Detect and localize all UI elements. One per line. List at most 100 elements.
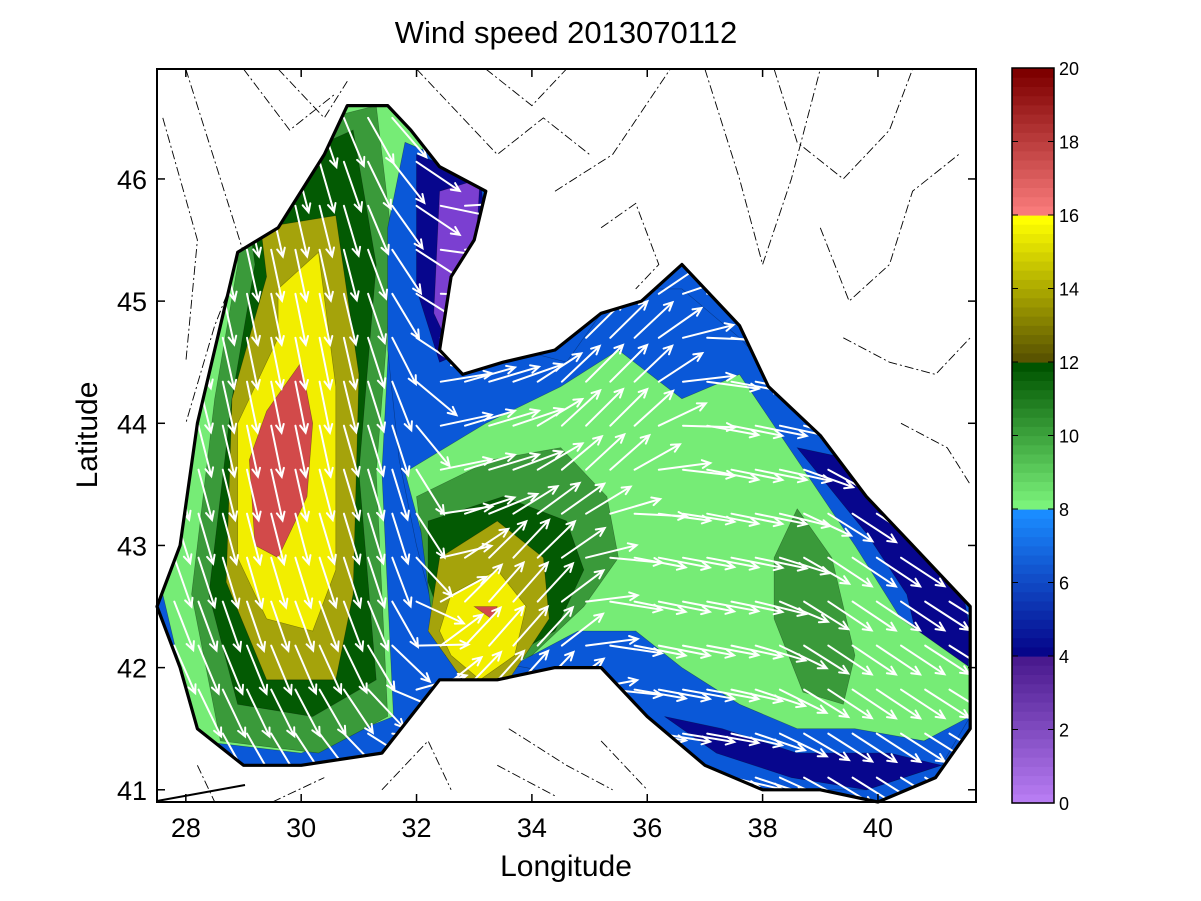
wind-arrow [318, 292, 334, 347]
wind-arrow [657, 459, 713, 471]
wind-arrow [682, 644, 737, 659]
wind-arrow [682, 322, 736, 339]
wind-arrow [318, 248, 334, 303]
y-tick-label: 45 [117, 287, 147, 317]
land-contour-line [162, 117, 198, 363]
wind-arrow [173, 600, 195, 653]
colorbar-step-red [1012, 196, 1054, 207]
wind-arrow [512, 560, 550, 603]
wind-arrow [367, 336, 387, 390]
wind-arrow [560, 482, 607, 515]
wind-arrow [391, 248, 423, 296]
colorbar: 0 2 4 6 8 10 12 14 16 18 20 [1011, 59, 1079, 814]
colorbar-step-purple [1012, 784, 1054, 795]
contour-region-green [773, 508, 856, 705]
contour-region-red [473, 606, 498, 620]
wind-arrow [851, 512, 899, 544]
wind-arrow [657, 600, 713, 616]
colorbar-step-green [1012, 380, 1054, 391]
wind-arrow [415, 424, 451, 468]
colorbar-step-purple [1012, 683, 1054, 694]
wind-arrow [609, 387, 649, 427]
colorbar-step-purple [1012, 692, 1054, 703]
wind-arrow [536, 397, 585, 427]
wind-arrow [875, 688, 923, 720]
colorbar-bands [1012, 68, 1054, 804]
colorbar-step-olive-yellow [1012, 224, 1054, 234]
wind-arrow [197, 424, 215, 479]
colorbar-step-red [1012, 141, 1054, 152]
wind-arrow [415, 160, 462, 193]
wind-arrow [318, 204, 335, 259]
wind-arrow [464, 452, 517, 471]
wind-arrow [900, 688, 947, 720]
wind-arrow [270, 424, 285, 479]
wind-arrow [609, 433, 652, 471]
wind-arrow [246, 468, 262, 523]
wind-arrow [294, 424, 309, 479]
wind-arrow [318, 468, 336, 523]
y-axis: 41 42 43 44 45 46 [117, 165, 976, 806]
colorbar-step-purple [1012, 711, 1054, 721]
wind-arrow [391, 600, 420, 649]
colorbar-step-purple [1012, 729, 1054, 740]
colorbar-step-blue [1012, 509, 1054, 519]
wind-arrow [851, 600, 898, 632]
colorbar-step-blue [1012, 628, 1054, 639]
land-border-line [156, 784, 246, 802]
wind-arrow [682, 600, 737, 615]
wind-arrow [342, 116, 366, 169]
wind-arrow [318, 380, 334, 435]
wind-arrow [439, 575, 489, 603]
land-contour-line [704, 69, 821, 267]
wind-arrow [294, 292, 309, 348]
wind-arrow [464, 495, 517, 515]
wind-arrow [464, 563, 504, 603]
wind-arrow [294, 336, 309, 392]
colorbar-tick-label: 20 [1059, 59, 1079, 79]
colorbar-tick-label: 8 [1059, 500, 1069, 520]
colorbar-tick-label: 10 [1059, 427, 1079, 447]
colorbar-step-blue [1012, 527, 1054, 538]
wind-arrow [318, 600, 340, 653]
wind-arrow [342, 556, 363, 610]
wind-arrow [706, 600, 761, 615]
wind-arrow [173, 644, 197, 696]
x-tick-label: 40 [863, 813, 893, 843]
wind-arrow [536, 481, 582, 515]
wind-arrow [173, 556, 194, 609]
wind-arrow [875, 644, 923, 676]
wind-arrow [270, 380, 285, 435]
wind-arrow [342, 644, 368, 695]
colorbar-step-purple [1012, 766, 1054, 777]
contour-region-yellow [439, 569, 527, 681]
wind-arrow [585, 591, 640, 603]
wind-arrow [754, 468, 809, 484]
wind-arrow [851, 644, 898, 676]
wind-arrow [318, 424, 334, 479]
wind-arrow [827, 600, 874, 632]
wind-arrow [367, 512, 386, 566]
y-tick-label: 41 [117, 776, 147, 806]
wind-arrow [633, 688, 689, 702]
wind-arrow [270, 600, 291, 653]
colorbar-step-red [1012, 150, 1054, 161]
wind-arrow [827, 512, 875, 543]
wind-arrow [294, 600, 315, 653]
colorbar-step-blue [1012, 582, 1054, 593]
wind-arrow [391, 556, 413, 609]
wind-arrow [706, 468, 761, 483]
colorbar-step-green [1012, 481, 1054, 492]
wind-arrow [221, 688, 247, 739]
colorbar-step-green [1012, 472, 1054, 483]
wind-arrow [221, 424, 238, 479]
wind-arrow [221, 644, 244, 696]
wind-arrow [803, 600, 851, 631]
colorbar-step-purple [1012, 656, 1054, 666]
wind-arrow [367, 160, 392, 211]
colorbar-step-olive-yellow [1012, 316, 1054, 326]
wind-arrow [536, 561, 575, 603]
colorbar-step-red [1012, 159, 1054, 170]
land-contour-line [243, 69, 337, 131]
colorbar-step-red [1012, 86, 1054, 97]
